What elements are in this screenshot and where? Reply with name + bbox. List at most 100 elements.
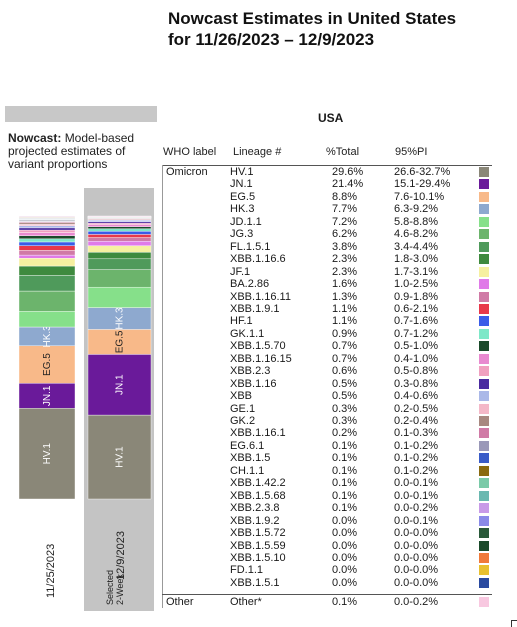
- bar-segment-label: EG.5: [42, 353, 53, 376]
- cell-lineage: Other*: [230, 595, 262, 608]
- bar-segment[interactable]: [87, 329, 152, 355]
- bar-segment[interactable]: [18, 265, 76, 276]
- stacked-bar-chart: HV.1JN.1EG.5HK.3HV.1JN.1EG.5HK.3: [18, 215, 152, 500]
- bar-segment[interactable]: [18, 223, 76, 226]
- bar-segment[interactable]: [18, 241, 76, 246]
- color-swatch: [479, 279, 489, 290]
- cell-lineage: GK.2: [230, 415, 256, 427]
- bar-segment[interactable]: [18, 215, 76, 217]
- bar-segment[interactable]: [18, 254, 76, 259]
- bar-segment[interactable]: [87, 220, 152, 222]
- bar-segment[interactable]: [18, 383, 76, 409]
- table-row: CH.1.1 0.1% 0.1-0.2%: [162, 465, 492, 478]
- table-row: XBB.1.9.2 0.0% 0.0-0.1%: [162, 515, 492, 528]
- cell-pct: 0.7%: [332, 340, 358, 353]
- bar-segment[interactable]: [87, 221, 152, 224]
- cell-pi: 0.4-0.6%: [394, 390, 439, 403]
- bar-segment[interactable]: [87, 228, 152, 232]
- bar-segment[interactable]: [18, 222, 76, 225]
- cell-lineage: XBB.1.5.10: [230, 551, 286, 564]
- cell-pi: 0.2-0.4%: [394, 415, 439, 427]
- color-swatch: [479, 241, 489, 252]
- cell-pct: 0.3%: [332, 402, 358, 415]
- bar-segment[interactable]: [87, 237, 152, 242]
- cell-pct: 29.6%: [332, 166, 364, 178]
- cell-pct: 0.1%: [332, 489, 358, 502]
- bar-segment[interactable]: [18, 227, 76, 231]
- cell-pi: 0.0-0.0%: [394, 527, 439, 540]
- bar-segment[interactable]: [87, 226, 152, 229]
- bar-segment[interactable]: [18, 311, 76, 328]
- bar-segment[interactable]: [87, 269, 152, 288]
- cell-pct: 0.1%: [332, 439, 358, 452]
- table-row: XBB.1.5 0.1% 0.1-0.2%: [162, 452, 492, 465]
- bar-segment[interactable]: [87, 224, 152, 227]
- bar-segment[interactable]: [87, 414, 152, 500]
- cell-lineage: XBB.1.16.1: [230, 427, 286, 440]
- cell-pct: 7.7%: [332, 203, 358, 216]
- bar-segment[interactable]: [18, 250, 76, 256]
- bar-segment[interactable]: [18, 290, 76, 312]
- table-row: XBB.1.42.2 0.1% 0.0-0.1%: [162, 477, 492, 490]
- cell-pi: 1.8-3.0%: [394, 253, 439, 266]
- table-row: GK.1.1 0.9% 0.7-1.2%: [162, 328, 492, 341]
- table-row: XBB 0.5% 0.4-0.6%: [162, 390, 492, 403]
- bar-segment[interactable]: [87, 241, 152, 246]
- bar-segment[interactable]: [87, 252, 152, 260]
- cell-pi: 0.1-0.2%: [394, 452, 439, 465]
- cell-pi: 0.0-0.0%: [394, 539, 439, 552]
- bar-segment[interactable]: [87, 234, 152, 238]
- selected-period-label: Selected 2-Week: [105, 569, 125, 605]
- cell-pi: 6.3-9.2%: [394, 203, 439, 216]
- table-row: XBB.1.16.6 2.3% 1.8-3.0%: [162, 253, 492, 266]
- cell-who: Omicron: [166, 166, 208, 178]
- bar-segment[interactable]: [87, 354, 152, 416]
- cell-lineage: XBB.1.16.15: [230, 352, 292, 365]
- table-top-rule: [162, 165, 492, 166]
- bar-segment[interactable]: [18, 245, 76, 251]
- bar-segment[interactable]: [18, 235, 76, 240]
- page-title: Nowcast Estimates in United States for 1…: [168, 8, 456, 50]
- cell-pct: 0.1%: [332, 477, 358, 490]
- cell-lineage: XBB.1.16.6: [230, 253, 286, 266]
- bar-segment[interactable]: [18, 345, 76, 384]
- bar-segment[interactable]: [18, 238, 76, 243]
- bar-segment-label: HV.1: [115, 446, 126, 468]
- color-swatch: [479, 528, 489, 539]
- bar-segment[interactable]: [18, 225, 76, 229]
- color-swatch: [479, 577, 489, 588]
- color-swatch: [479, 341, 489, 352]
- cell-pi: 0.3-0.8%: [394, 377, 439, 390]
- cell-lineage: XBB.1.42.2: [230, 477, 286, 490]
- bar-segment[interactable]: [18, 232, 76, 236]
- cell-lineage: CH.1.1: [230, 464, 265, 477]
- color-swatch: [479, 353, 489, 364]
- bar-segment[interactable]: [87, 222, 152, 225]
- table-row: BA.2.86 1.6% 1.0-2.5%: [162, 278, 492, 291]
- cell-lineage: XBB.1.5.1: [230, 576, 280, 589]
- color-swatch: [479, 503, 489, 514]
- bar-segment[interactable]: [18, 408, 76, 500]
- cell-pct: 0.0%: [332, 527, 358, 540]
- bar-segment-label: HK.3: [42, 325, 53, 348]
- color-swatch: [479, 191, 489, 202]
- bar-segment[interactable]: [18, 258, 76, 267]
- bar-segment[interactable]: [18, 275, 76, 292]
- bar-segment[interactable]: [18, 229, 76, 233]
- cell-lineage: XBB.1.5.59: [230, 539, 286, 552]
- table-row: FD.1.1 0.0% 0.0-0.0%: [162, 564, 492, 577]
- cell-lineage: XBB.1.9.1: [230, 302, 280, 315]
- bar-segment[interactable]: [87, 231, 152, 235]
- bar-segment[interactable]: [87, 258, 152, 270]
- bar-segment[interactable]: [87, 245, 152, 253]
- cell-pi: 0.2-0.5%: [394, 402, 439, 415]
- cell-pi: 0.4-1.0%: [394, 352, 439, 365]
- table-other-divider: [162, 594, 492, 595]
- corner-mark: [511, 620, 517, 627]
- bar-segment[interactable]: [87, 215, 152, 217]
- cell-pi: 0.7-1.2%: [394, 327, 439, 340]
- cell-pct: 0.1%: [332, 595, 358, 608]
- bar-segment[interactable]: [87, 286, 152, 308]
- color-swatch: [479, 540, 489, 551]
- cell-pi: 0.0-0.0%: [394, 576, 439, 589]
